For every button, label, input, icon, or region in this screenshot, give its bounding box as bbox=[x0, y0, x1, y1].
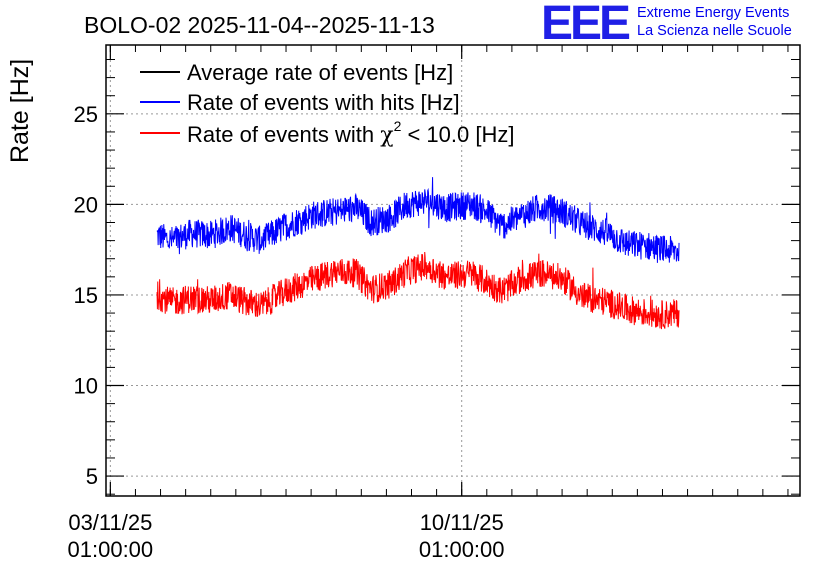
legend: Average rate of events [Hz] Rate of even… bbox=[140, 60, 514, 148]
legend-label-chi2: Rate of events with χ2 < 10.0 [Hz] bbox=[187, 118, 514, 148]
x-tick-label: 01:00:00 bbox=[68, 537, 154, 562]
eee-logo: EEE bbox=[541, 0, 631, 50]
axis-ticks bbox=[106, 45, 800, 496]
y-tick-label: 5 bbox=[86, 464, 98, 489]
logo-line-2: La Scienza nelle Scuole bbox=[637, 23, 792, 39]
logo-line-1: Extreme Energy Events bbox=[637, 5, 790, 21]
y-tick-labels: 5 10 15 20 25 bbox=[74, 102, 98, 489]
series-group bbox=[156, 177, 680, 330]
logo-caption: Extreme Energy Events La Scienza nelle S… bbox=[637, 4, 792, 40]
y-tick-label: 25 bbox=[74, 102, 98, 127]
y-tick-label: 20 bbox=[74, 192, 98, 217]
y-tick-label: 10 bbox=[74, 374, 98, 399]
chart-title: BOLO-02 2025-11-04--2025-11-13 bbox=[84, 12, 435, 38]
y-axis-label: Rate [Hz] bbox=[6, 59, 34, 163]
plot-frame bbox=[105, 44, 801, 497]
series-line-1 bbox=[156, 177, 680, 263]
y-tick-label: 15 bbox=[74, 283, 98, 308]
x-tick-label: 01:00:00 bbox=[419, 537, 505, 562]
x-tick-label: 10/11/25 bbox=[420, 510, 504, 535]
legend-label-hits: Rate of events with hits [Hz] bbox=[187, 90, 460, 115]
legend-label-average: Average rate of events [Hz] bbox=[187, 60, 453, 85]
x-tick-label: 03/11/25 bbox=[68, 510, 152, 535]
series-line-2 bbox=[156, 251, 680, 330]
